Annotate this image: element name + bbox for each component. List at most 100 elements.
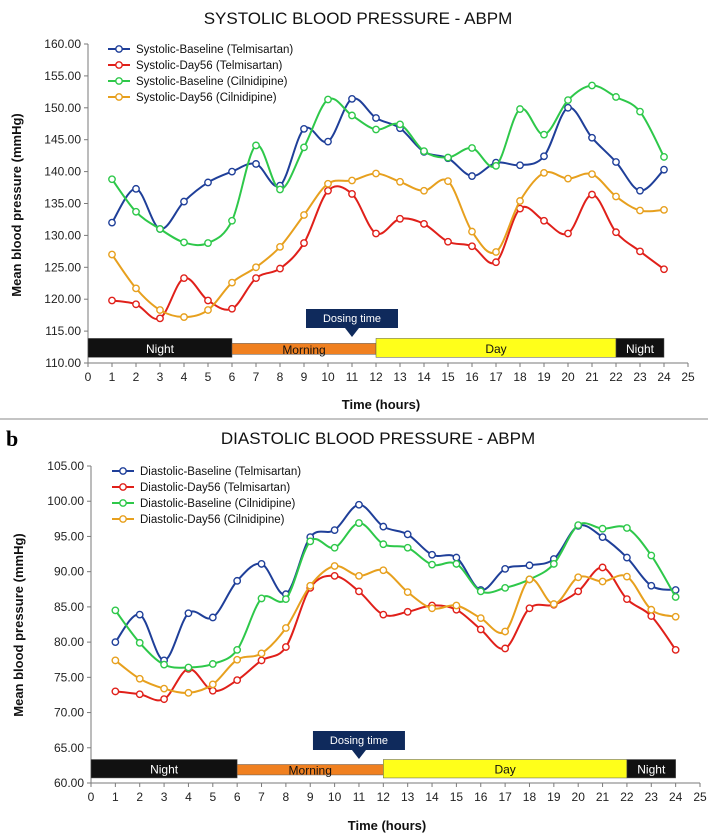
- systolic-data-point: [660, 205, 668, 214]
- systolic-data-point: [324, 137, 332, 146]
- systolic-y-tick-label: 160.00: [44, 37, 81, 51]
- systolic-data-point: [468, 172, 476, 180]
- systolic-data-point: [156, 225, 164, 233]
- systolic-legend-entry: Systolic-Baseline (Telmisartan): [136, 44, 293, 56]
- systolic-data-point: [660, 165, 668, 174]
- systolic-x-tick-label: 18: [513, 370, 527, 384]
- systolic-x-tick-label: 15: [441, 370, 455, 384]
- systolic-data-point: [156, 306, 164, 314]
- diastolic-data-point: [452, 553, 461, 562]
- systolic-data-point: [612, 228, 620, 237]
- systolic-data-point: [612, 192, 620, 201]
- diastolic-legend-marker: [119, 499, 127, 507]
- diastolic-data-point: [501, 583, 510, 592]
- diastolic-data-point: [403, 530, 412, 539]
- systolic-data-point: [444, 153, 452, 162]
- systolic-x-tick-label: 14: [417, 370, 431, 384]
- systolic-data-point: [540, 130, 548, 139]
- diastolic-data-point: [160, 660, 168, 669]
- diastolic-data-point: [428, 550, 436, 559]
- systolic-data-point: [420, 147, 428, 156]
- systolic-x-tick-label: 9: [301, 370, 308, 384]
- diastolic-y-tick-label: 85.00: [54, 600, 84, 614]
- systolic-data-point: [588, 81, 596, 90]
- systolic-x-tick-label: 10: [321, 370, 335, 384]
- diastolic-data-point: [233, 576, 242, 585]
- systolic-data-point: [228, 304, 236, 313]
- systolic-data-point: [516, 105, 524, 113]
- systolic-x-tick-label: 24: [657, 370, 671, 384]
- diastolic-x-tick-label: 1: [112, 790, 119, 804]
- diastolic-data-point: [501, 644, 510, 653]
- diastolic-x-tick-label: 2: [136, 790, 143, 804]
- diastolic-data-point: [330, 562, 339, 570]
- diastolic-data-point: [306, 537, 315, 546]
- systolic-x-tick-label: 21: [585, 370, 599, 384]
- diastolic-y-tick-label: 75.00: [54, 670, 84, 684]
- diastolic-legend-entry: Diastolic-Baseline (Telmisartan): [140, 466, 301, 478]
- diastolic-data-point: [671, 593, 680, 601]
- diastolic-data-point: [208, 613, 217, 622]
- systolic-x-tick-label: 13: [393, 370, 407, 384]
- systolic-data-point: [348, 190, 356, 198]
- systolic-data-point: [300, 143, 308, 152]
- systolic-data-point: [372, 114, 380, 122]
- diastolic-data-point: [233, 676, 242, 685]
- systolic-data-point: [252, 160, 260, 168]
- diastolic-y-tick-label: 95.00: [54, 529, 84, 543]
- systolic-data-point: [516, 161, 524, 170]
- systolic-x-tick-label: 25: [681, 370, 695, 384]
- systolic-data-point: [348, 94, 356, 103]
- diastolic-data-point: [208, 686, 217, 695]
- diastolic-data-point: [306, 581, 315, 590]
- diastolic-y-tick-label: 100.00: [47, 494, 84, 508]
- systolic-data-point: [396, 214, 404, 223]
- systolic-data-point: [180, 197, 188, 206]
- diastolic-data-point: [428, 604, 436, 613]
- diastolic-x-tick-label: 5: [209, 790, 216, 804]
- systolic-x-tick-label: 23: [633, 370, 647, 384]
- diastolic-data-point: [160, 684, 168, 693]
- diastolic-x-tick-label: 24: [669, 790, 683, 804]
- diastolic-data-point: [428, 560, 436, 569]
- diastolic-data-point: [111, 687, 120, 696]
- systolic-y-tick-label: 115.00: [45, 324, 81, 338]
- systolic-chart-title: SYSTOLIC BLOOD PRESSURE - ABPM: [204, 9, 513, 28]
- systolic-data-point: [156, 314, 164, 323]
- diastolic-legend-entry: Diastolic-Day56 (Telmisartan): [140, 482, 290, 494]
- diastolic-x-tick-label: 10: [328, 790, 342, 804]
- diastolic-data-point: [257, 594, 266, 603]
- diastolic-data-point: [452, 560, 461, 568]
- diastolic-data-point: [281, 624, 290, 632]
- systolic-data-point: [252, 141, 260, 150]
- diastolic-data-point: [598, 533, 607, 542]
- systolic-data-point: [540, 168, 548, 177]
- systolic-x-tick-label: 4: [181, 370, 188, 384]
- diastolic-y-axis-label: Mean blood pressure (mmHg): [11, 533, 26, 716]
- diastolic-data-point: [233, 645, 242, 654]
- systolic-data-point: [108, 250, 116, 259]
- systolic-data-point: [300, 239, 308, 247]
- systolic-y-tick-label: 155.00: [44, 69, 81, 83]
- systolic-data-point: [564, 229, 572, 238]
- diastolic-data-point: [355, 587, 363, 596]
- systolic-data-point: [444, 177, 452, 186]
- diastolic-data-point: [647, 551, 656, 560]
- systolic-data-point: [132, 300, 140, 309]
- systolic-legend-entry: Systolic-Baseline (Cilnidipine): [136, 76, 288, 88]
- systolic-data-point: [204, 178, 212, 187]
- diastolic-data-point: [574, 587, 583, 596]
- diastolic-y-tick-label: 65.00: [54, 741, 84, 755]
- diastolic-x-tick-label: 17: [498, 790, 512, 804]
- diastolic-data-point: [257, 656, 266, 665]
- diastolic-x-tick-label: 11: [353, 790, 366, 804]
- systolic-y-tick-label: 150.00: [44, 101, 81, 115]
- panel-label-b: b: [6, 426, 18, 451]
- diastolic-data-point: [476, 587, 485, 596]
- diastolic-x-tick-label: 6: [234, 790, 241, 804]
- diastolic-data-point: [184, 663, 193, 672]
- systolic-x-tick-label: 16: [465, 370, 479, 384]
- systolic-data-point: [444, 237, 452, 246]
- systolic-data-point: [396, 120, 404, 129]
- diastolic-data-point: [671, 645, 680, 654]
